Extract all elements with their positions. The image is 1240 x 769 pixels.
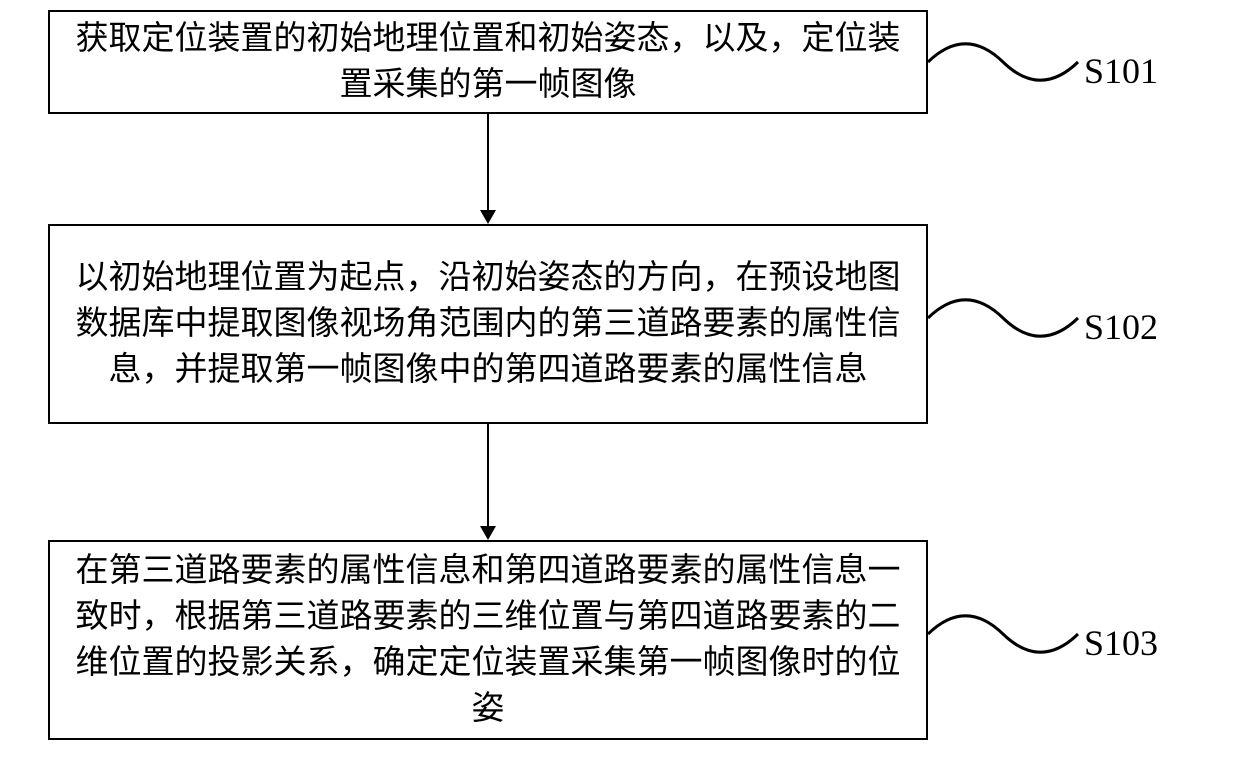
flowchart-canvas: 获取定位装置的初始地理位置和初始姿态，以及，定位装置采集的第一帧图像 S101 以初… [0,0,1240,769]
flow-arrow-line [487,424,489,526]
step-label-s101: S101 [1084,50,1158,92]
step-label-s102: S102 [1084,306,1158,348]
flow-node-text: 在第三道路要素的属性信息和第四道路要素的属性信息一致时，根据第三道路要素的三维位… [62,548,914,733]
flow-node-text: 获取定位装置的初始地理位置和初始姿态，以及，定位装置采集的第一帧图像 [62,16,914,108]
wave-connector [928,30,1078,94]
step-label-s103: S103 [1084,622,1158,664]
flow-node-s102: 以初始地理位置为起点，沿初始姿态的方向，在预设地图数据库中提取图像视场角范围内的… [48,224,928,424]
flow-arrow-line [487,114,489,210]
wave-connector [928,286,1078,350]
flow-node-text: 以初始地理位置为起点，沿初始姿态的方向，在预设地图数据库中提取图像视场角范围内的… [62,255,914,394]
flow-node-s103: 在第三道路要素的属性信息和第四道路要素的属性信息一致时，根据第三道路要素的三维位… [48,540,928,740]
flow-arrow-head [480,210,496,224]
wave-connector [928,602,1078,666]
flow-arrow-head [480,526,496,540]
flow-node-s101: 获取定位装置的初始地理位置和初始姿态，以及，定位装置采集的第一帧图像 [48,10,928,114]
